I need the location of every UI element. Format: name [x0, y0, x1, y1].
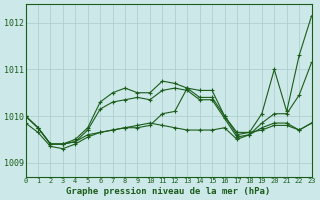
- X-axis label: Graphe pression niveau de la mer (hPa): Graphe pression niveau de la mer (hPa): [67, 187, 271, 196]
